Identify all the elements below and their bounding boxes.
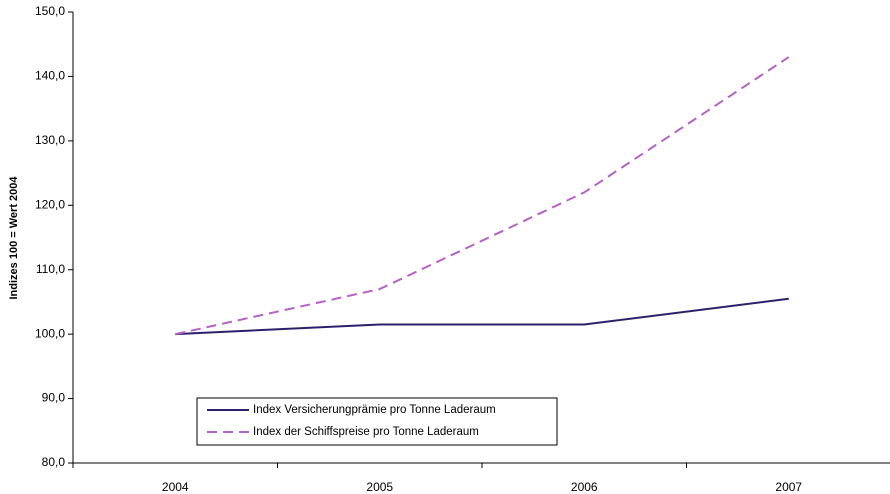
- y-tick-label: 130,0: [35, 133, 65, 147]
- x-tick-label: 2005: [366, 480, 393, 494]
- y-tick-label: 140,0: [35, 69, 65, 83]
- y-tick-label: 100,0: [35, 326, 65, 340]
- x-tick-label: 2004: [162, 480, 189, 494]
- y-tick-label: 90,0: [42, 391, 66, 405]
- y-tick-label: 80,0: [42, 455, 66, 469]
- x-tick-label: 2007: [775, 480, 802, 494]
- legend-label: Index der Schiffspreise pro Tonne Ladera…: [253, 426, 479, 438]
- legend-label: Index Versicherungprämie pro Tonne Lader…: [253, 404, 496, 416]
- y-tick-label: 110,0: [36, 262, 65, 276]
- y-tick-label: 120,0: [35, 197, 65, 211]
- legend-box: [196, 397, 558, 446]
- y-axis-label: Indizes 100 = Wert 2004: [8, 176, 20, 300]
- x-tick-label: 2006: [571, 480, 598, 494]
- series-line: [175, 56, 790, 336]
- series-line: [175, 297, 789, 336]
- y-tick-label: 150,0: [35, 4, 65, 18]
